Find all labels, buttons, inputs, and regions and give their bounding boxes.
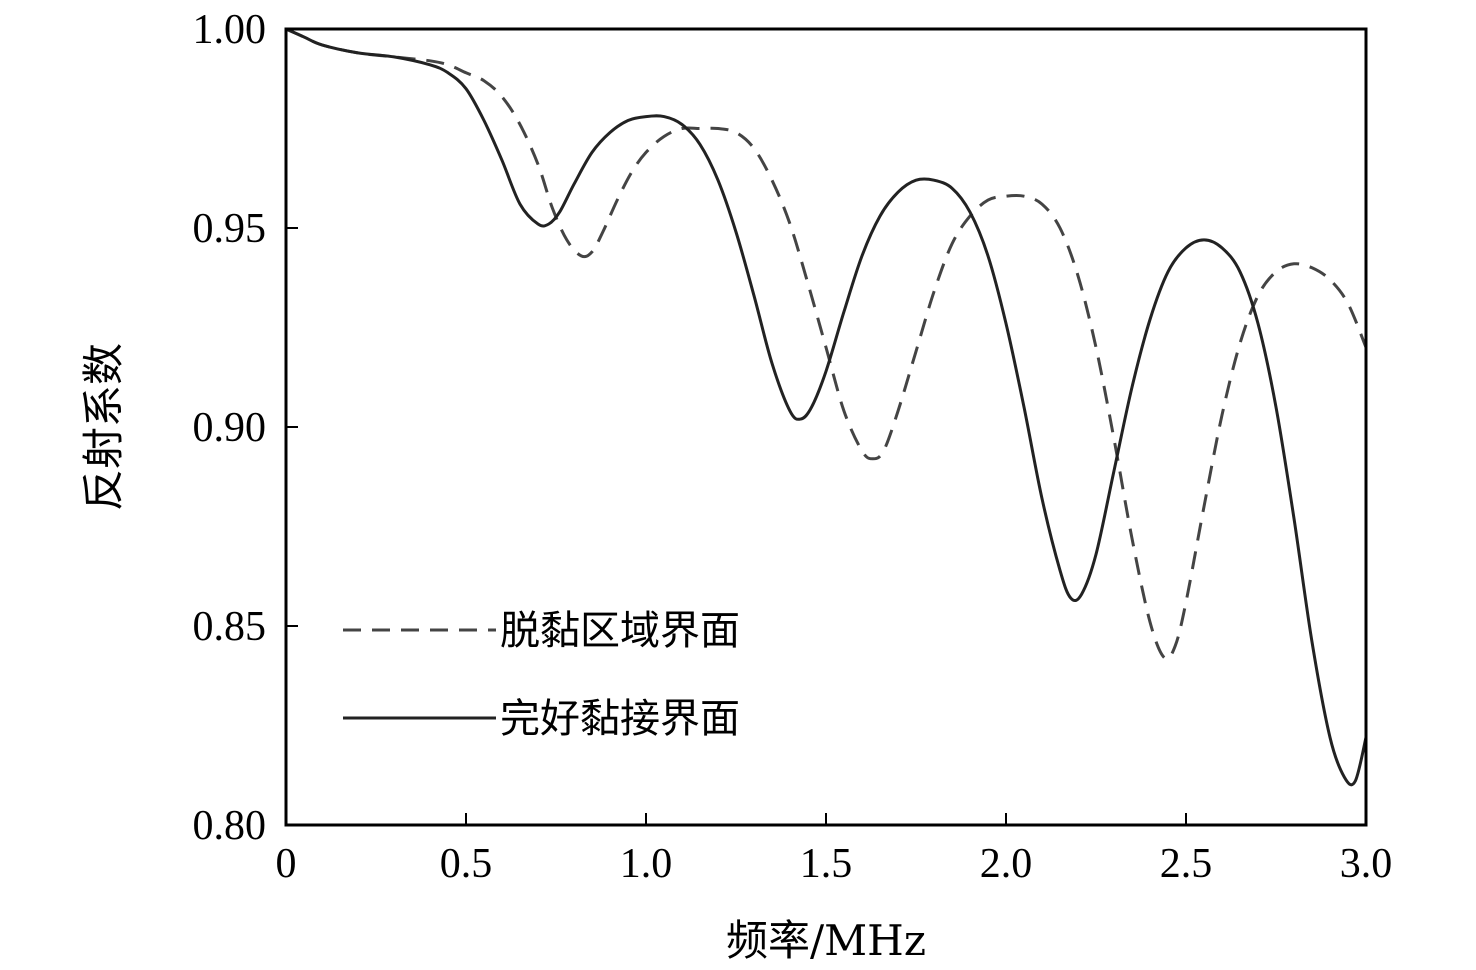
x-tick-label-3: 1.5 bbox=[800, 841, 853, 887]
x-tick-label-6: 3.0 bbox=[1340, 841, 1393, 887]
y-tick-label-0: 0.80 bbox=[193, 803, 267, 849]
y-axis-title: 反射系数 bbox=[79, 343, 128, 511]
series-line-1 bbox=[286, 29, 1366, 785]
y-tick-label-1: 0.85 bbox=[193, 604, 267, 650]
series-line-0 bbox=[286, 29, 1366, 659]
plot-lines bbox=[286, 29, 1366, 785]
x-tick-label-4: 2.0 bbox=[980, 841, 1033, 887]
legend-label-1: 完好黏接界面 bbox=[500, 696, 740, 742]
y-axis-ticks: 0.80 0.85 0.90 0.95 1.00 bbox=[193, 7, 299, 849]
x-axis-title: 频率/MHz bbox=[726, 916, 926, 965]
legend-label-0: 脱黏区域界面 bbox=[500, 608, 740, 654]
y-tick-label-2: 0.90 bbox=[193, 405, 267, 451]
x-tick-label-5: 2.5 bbox=[1160, 841, 1213, 887]
y-tick-label-4: 1.00 bbox=[193, 7, 267, 53]
x-tick-label-0: 0 bbox=[276, 841, 297, 887]
plot-frame bbox=[286, 29, 1366, 825]
y-tick-label-3: 0.95 bbox=[193, 206, 267, 252]
x-tick-label-1: 0.5 bbox=[440, 841, 493, 887]
x-tick-label-2: 1.0 bbox=[620, 841, 673, 887]
